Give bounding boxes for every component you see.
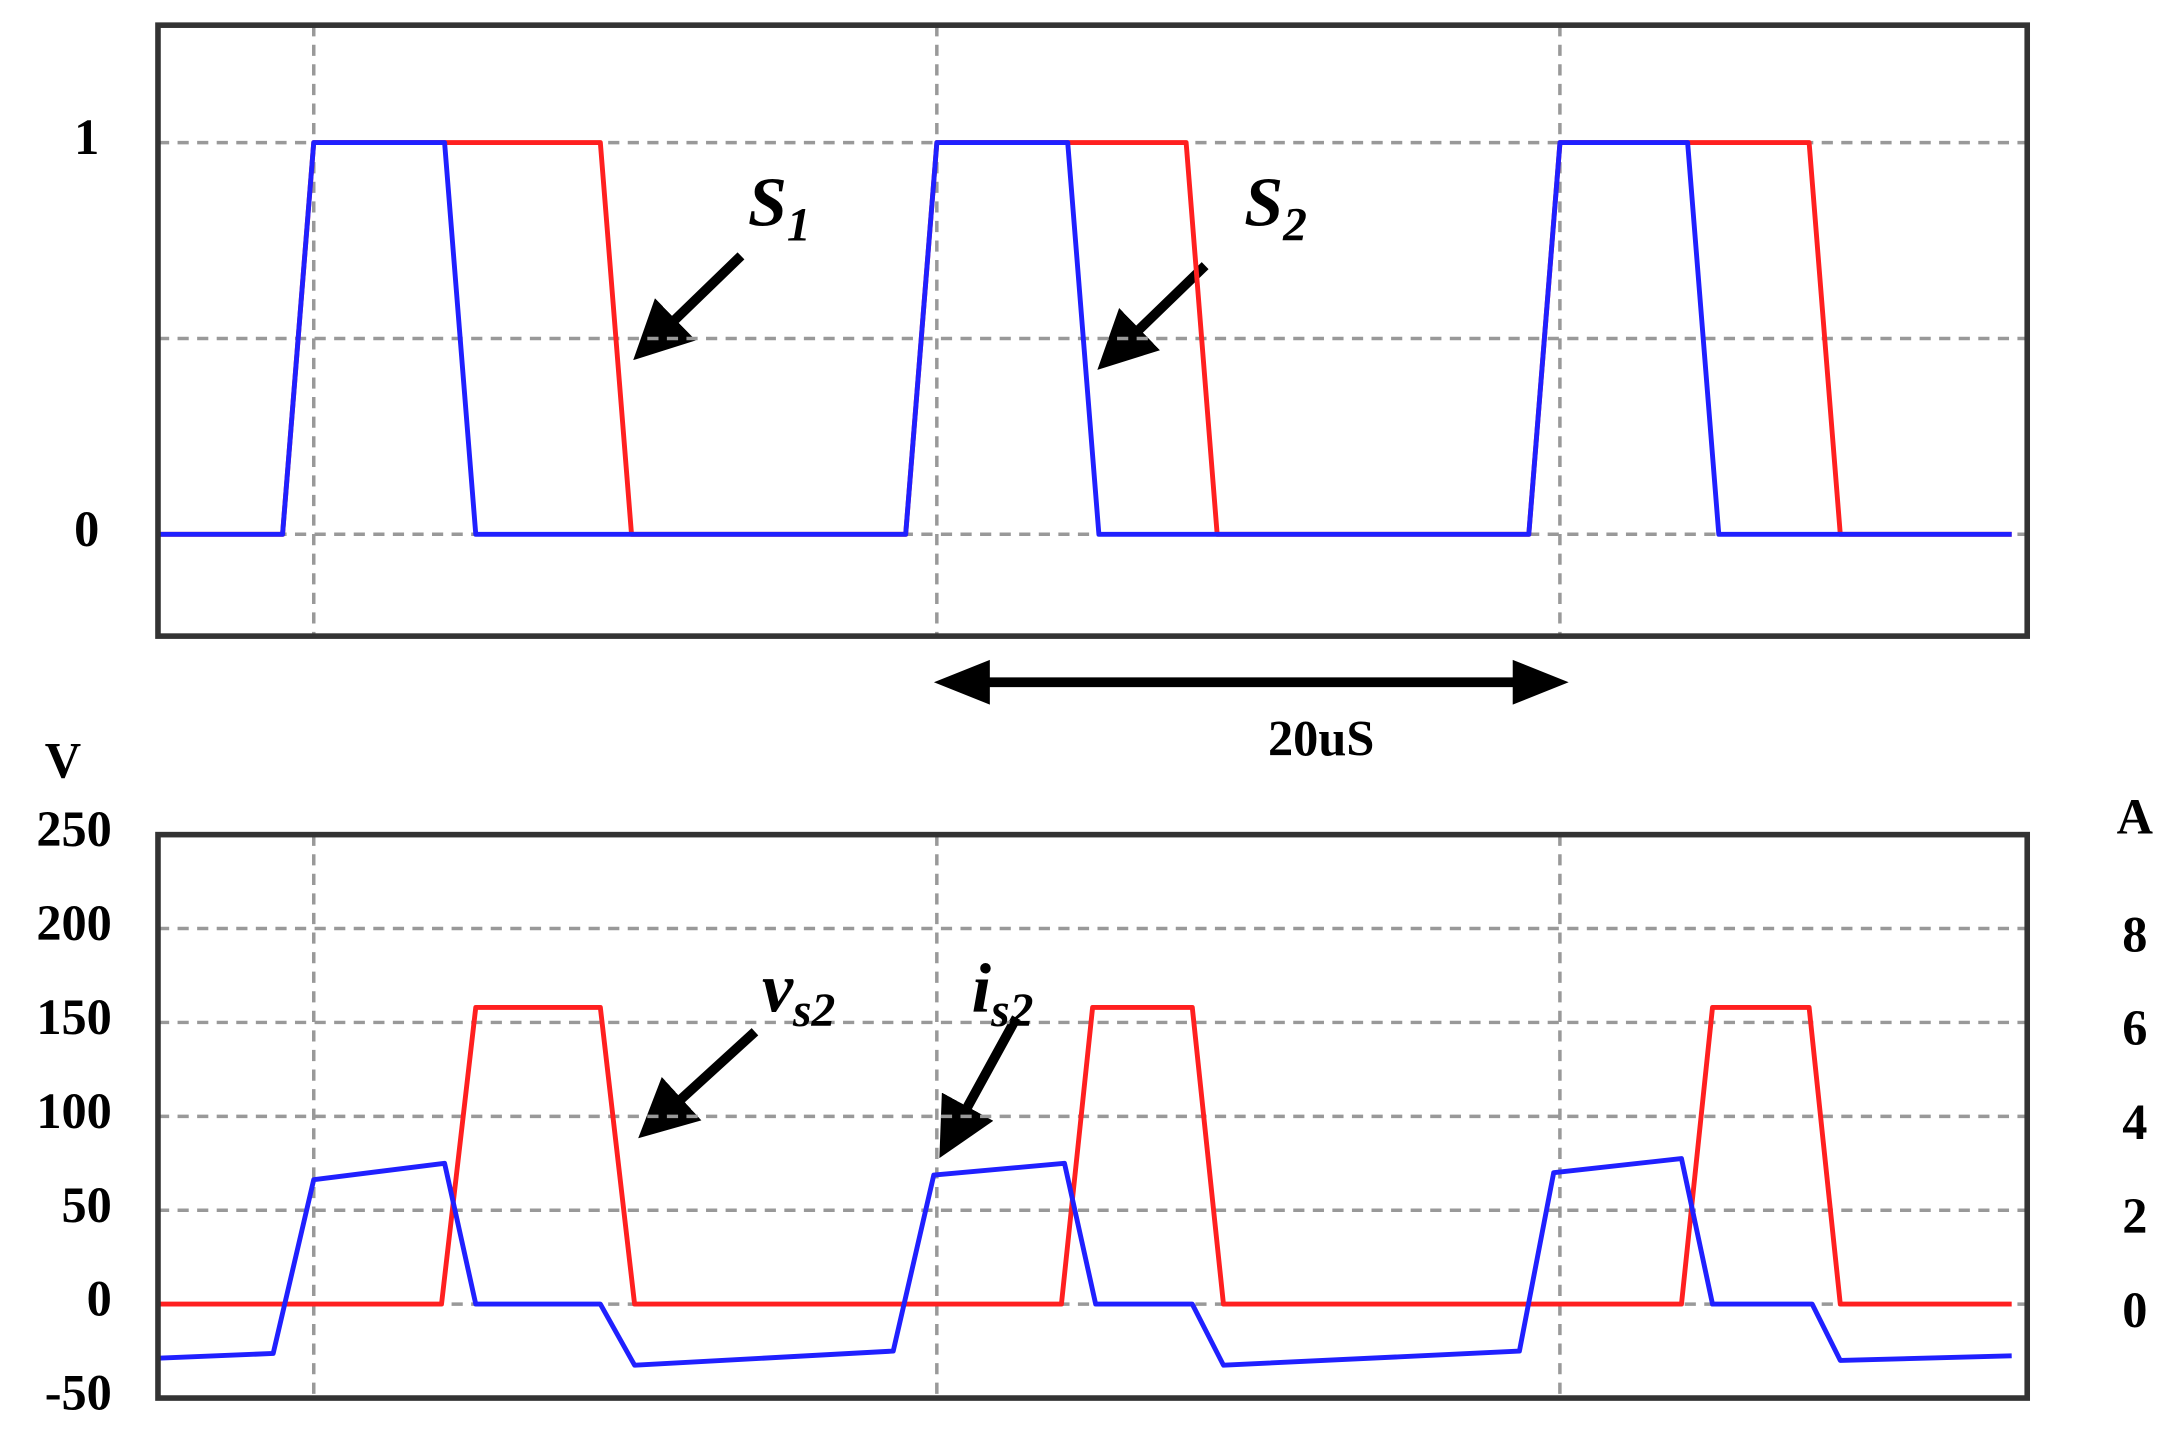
y-axis-label: V	[45, 733, 81, 789]
y2-tick-label: 0	[2122, 1282, 2147, 1338]
annotation-main: S	[1244, 165, 1283, 242]
arrow	[939, 1015, 1021, 1159]
y-tick-label: 100	[36, 1083, 112, 1139]
y2-tick-label: 4	[2122, 1094, 2147, 1150]
y-tick-label: -50	[45, 1365, 112, 1421]
annotation: is2	[972, 950, 1034, 1036]
series-line	[157, 140, 2012, 537]
annotation-main: S	[748, 165, 787, 242]
annotation: S2	[1244, 165, 1307, 251]
annotation-sub: 2	[1282, 199, 1307, 251]
arrow-head	[1512, 659, 1569, 705]
y-tick-label: 200	[36, 895, 112, 951]
y2-axis-label: A	[2117, 789, 2153, 845]
arrow	[1097, 262, 1209, 370]
annotation-sub: s2	[990, 985, 1033, 1037]
annotation-sub: 1	[787, 199, 811, 251]
y-tick-label: 0	[87, 1271, 112, 1327]
y-tick-label: 250	[36, 801, 112, 857]
y2-tick-label: 6	[2122, 1000, 2147, 1056]
series-line	[157, 1156, 2012, 1368]
arrow-head	[933, 659, 990, 705]
annotation: vs2	[762, 950, 835, 1036]
series-line	[157, 1004, 2012, 1307]
arrow	[633, 252, 745, 361]
annotation-main: v	[762, 950, 794, 1027]
plot-frame	[155, 831, 2031, 1401]
span-label: 20uS	[1268, 710, 1374, 766]
y-tick-label: 0	[74, 501, 99, 557]
arrow	[638, 1028, 759, 1139]
y-tick-label: 50	[62, 1177, 112, 1233]
annotation-sub: s2	[792, 985, 835, 1037]
annotation: S1	[748, 165, 811, 251]
annotation-main: i	[972, 950, 992, 1027]
y2-tick-label: 8	[2122, 906, 2147, 962]
plot-frame	[155, 22, 2031, 639]
y-tick-label: 150	[36, 989, 112, 1045]
y2-tick-label: 2	[2122, 1188, 2147, 1244]
y-tick-label: 1	[74, 109, 99, 165]
